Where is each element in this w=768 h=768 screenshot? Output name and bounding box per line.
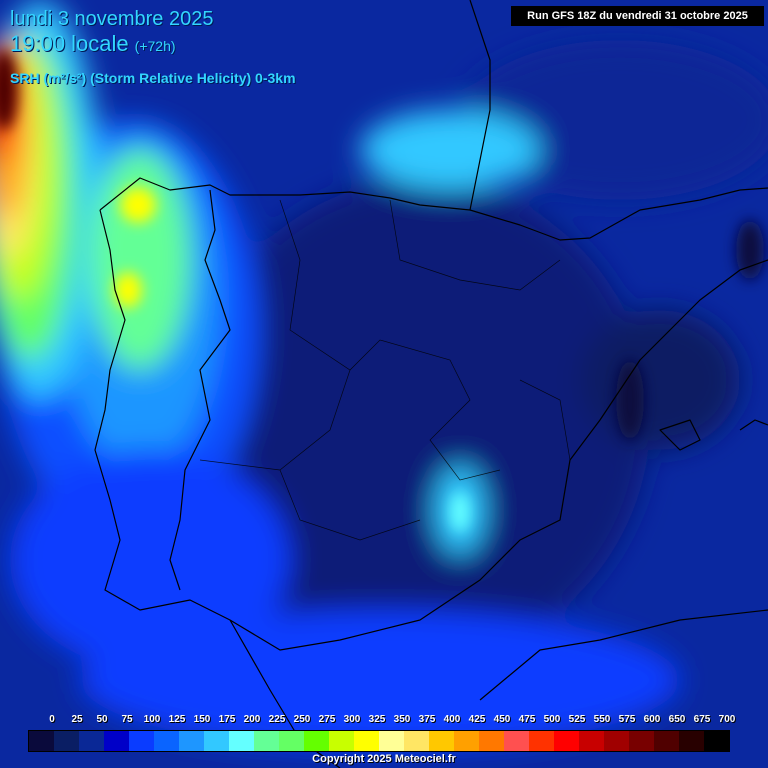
legend-tick-label: 300	[343, 714, 361, 725]
legend-swatch	[554, 731, 579, 751]
parameter-title: SRH (m²/s²) (Storm Relative Helicity) 0-…	[10, 70, 296, 86]
legend-tick-label: 500	[543, 714, 561, 725]
coastlines-borders	[94, 0, 768, 768]
legend-tick-label: 675	[693, 714, 711, 725]
legend-tick-label: 250	[293, 714, 311, 725]
run-info: Run GFS 18Z du vendredi 31 octobre 2025	[511, 6, 764, 26]
legend-swatch	[104, 731, 129, 751]
legend-swatch	[179, 731, 204, 751]
legend-tick-labels: 0 25 50 75 100 125 150 175 200 225 250 275 300 325 350…	[28, 714, 740, 728]
legend-swatch	[154, 731, 179, 751]
region-borders	[199, 199, 571, 541]
legend-swatch	[629, 731, 654, 751]
legend-swatch	[479, 731, 504, 751]
forecast-time: 19:00 locale (+72h)	[10, 31, 176, 57]
legend-swatch	[354, 731, 379, 751]
legend-tick-label: 100	[143, 714, 161, 725]
legend-swatch	[304, 731, 329, 751]
legend-tick-label: 650	[668, 714, 686, 725]
legend-swatch	[454, 731, 479, 751]
legend-tick-label: 475	[518, 714, 536, 725]
legend-swatch	[704, 731, 729, 751]
legend-swatch	[654, 731, 679, 751]
legend-swatch	[579, 731, 604, 751]
legend-swatch	[404, 731, 429, 751]
legend-swatch	[29, 731, 54, 751]
legend-tick-label: 225	[268, 714, 286, 725]
legend-tick-label: 375	[418, 714, 436, 725]
legend-swatch	[379, 731, 404, 751]
legend-tick-label: 525	[568, 714, 586, 725]
legend-tick-label: 450	[493, 714, 511, 725]
legend-swatch	[529, 731, 554, 751]
legend-swatch	[429, 731, 454, 751]
legend-tick-label: 200	[243, 714, 261, 725]
legend-tick-label: 150	[193, 714, 211, 725]
legend-swatch	[254, 731, 279, 751]
legend-tick-label: 75	[121, 714, 133, 725]
legend-tick-label: 175	[218, 714, 236, 725]
legend-swatch	[504, 731, 529, 751]
legend-swatch	[604, 731, 629, 751]
legend-swatch	[329, 731, 354, 751]
legend-tick-label: 0	[49, 714, 55, 725]
legend-swatch	[679, 731, 704, 751]
forecast-date: lundi 3 novembre 2025	[10, 8, 214, 30]
forecast-time-label: 19:00 locale	[10, 31, 129, 56]
legend-tick-label: 400	[443, 714, 461, 725]
legend-tick-label: 25	[71, 714, 83, 725]
legend-tick-label: 700	[718, 714, 736, 725]
legend-tick-label: 575	[618, 714, 636, 725]
legend-swatch	[229, 731, 254, 751]
legend-tick-label: 125	[168, 714, 186, 725]
legend-color-bar	[28, 730, 730, 752]
legend-tick-label: 50	[96, 714, 108, 725]
legend-tick-label: 425	[468, 714, 486, 725]
legend-tick-label: 325	[368, 714, 386, 725]
legend-swatch	[54, 731, 79, 751]
legend-swatch	[129, 731, 154, 751]
legend-tick-label: 600	[643, 714, 661, 725]
legend-swatch	[279, 731, 304, 751]
legend-swatch	[204, 731, 229, 751]
legend-tick-label: 275	[318, 714, 336, 725]
legend-swatch	[79, 731, 104, 751]
legend-tick-label: 550	[593, 714, 611, 725]
lead-time: (+72h)	[134, 38, 176, 54]
copyright: Copyright 2025 Meteociel.fr	[312, 753, 456, 765]
legend-tick-label: 350	[393, 714, 411, 725]
